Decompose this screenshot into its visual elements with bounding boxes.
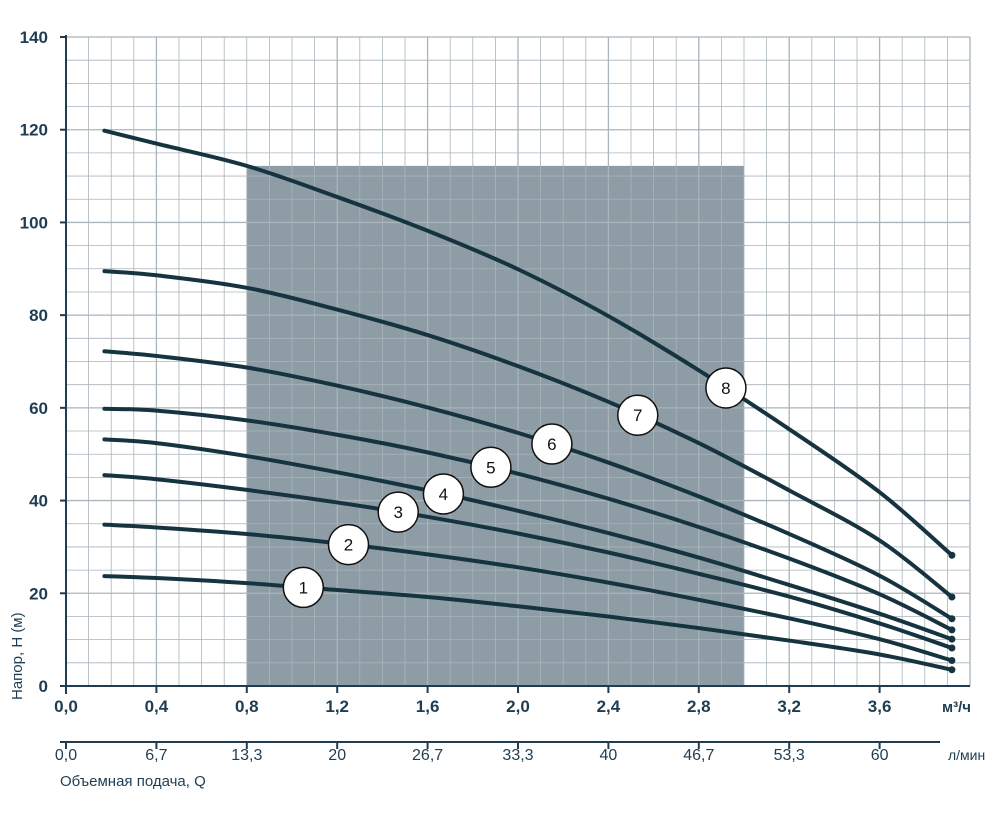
x-tick-label-primary: 2,0 xyxy=(506,697,530,716)
curve-end-dot xyxy=(948,666,956,674)
curve-label-circle xyxy=(705,367,747,409)
x-tick-label-primary: 3,2 xyxy=(777,697,801,716)
curve-label-text: 7 xyxy=(633,406,642,425)
x-tick-label-secondary: 53,3 xyxy=(774,747,805,764)
curve-end-dot xyxy=(948,644,956,652)
x-tick-label-primary: 0,8 xyxy=(235,697,259,716)
curve-6 xyxy=(102,349,954,621)
x-tick-label-primary: 1,6 xyxy=(416,697,440,716)
curve-8 xyxy=(102,128,954,558)
y-tick-label: 140 xyxy=(20,28,48,47)
x-tick-label-secondary: 60 xyxy=(871,747,889,764)
curve-4 xyxy=(102,437,954,642)
curve-7 xyxy=(102,269,954,599)
x-tick-label-primary: 2,4 xyxy=(597,697,621,716)
y-tick-label: 0 xyxy=(39,677,48,696)
curve-end-dot xyxy=(948,626,956,634)
curve-label-circle xyxy=(422,473,465,515)
curve-label-circle xyxy=(531,423,573,465)
x-tick-label-primary: 2,8 xyxy=(687,697,711,716)
curve-label-circle xyxy=(282,566,325,609)
curve-1 xyxy=(102,574,954,672)
curve-label-text: 2 xyxy=(344,536,353,555)
curve-label-circle xyxy=(377,491,419,533)
curve-end-dot xyxy=(948,635,956,643)
x-tick-label-secondary: 33,3 xyxy=(502,747,533,764)
curve-label-text: 6 xyxy=(547,435,556,454)
curve-end-dot xyxy=(948,657,956,665)
axes xyxy=(60,35,970,743)
curve-5 xyxy=(102,406,954,632)
x-tick-label-secondary: 26,7 xyxy=(412,747,443,764)
curve-label-circle xyxy=(327,523,370,566)
x-tick-label-primary: 0,4 xyxy=(145,697,169,716)
y-tick-label: 40 xyxy=(29,492,48,511)
curve-label-text: 1 xyxy=(299,578,308,597)
curve-labels: 1 2 3 4 5 6 7 8 xyxy=(282,367,747,609)
x-tick-label-secondary: 46,7 xyxy=(683,747,714,764)
x-axis-label: Объемная подача, Q xyxy=(60,773,206,790)
curve-label-text: 3 xyxy=(393,503,402,522)
curve-end-dot xyxy=(948,593,956,601)
y-tick-label: 80 xyxy=(29,306,48,325)
curve-2 xyxy=(102,522,954,663)
x-unit-primary: м³/ч xyxy=(942,699,971,716)
y-tick-label: 120 xyxy=(20,121,48,140)
curves xyxy=(102,128,956,674)
curve-label-circle xyxy=(470,446,512,489)
curve-end-dot xyxy=(948,551,956,559)
curve-end-dot xyxy=(948,615,956,623)
x-tick-label-primary: 1,2 xyxy=(325,697,349,716)
y-axis-label: Напор, H (м) xyxy=(9,612,26,700)
y-tick-label: 100 xyxy=(20,213,48,232)
x-tick-label-secondary: 40 xyxy=(600,747,618,764)
curve-label-circle xyxy=(617,394,659,436)
x-tick-label-secondary: 0,0 xyxy=(55,747,77,764)
x-tick-label-secondary: 13,3 xyxy=(231,747,262,764)
curve-label-text: 5 xyxy=(486,458,495,477)
x-unit-secondary: л/мин xyxy=(948,747,985,763)
x-tick-label-primary: 3,6 xyxy=(868,697,892,716)
y-tick-label: 20 xyxy=(29,584,48,603)
x-tick-label-primary: 0,0 xyxy=(54,697,78,716)
curve-3 xyxy=(102,473,954,650)
curve-label-text: 4 xyxy=(439,485,448,504)
curve-label-text: 8 xyxy=(721,379,730,398)
y-tick-label: 60 xyxy=(29,399,48,418)
x-tick-label-secondary: 20 xyxy=(328,747,346,764)
x-tick-label-secondary: 6,7 xyxy=(145,747,167,764)
